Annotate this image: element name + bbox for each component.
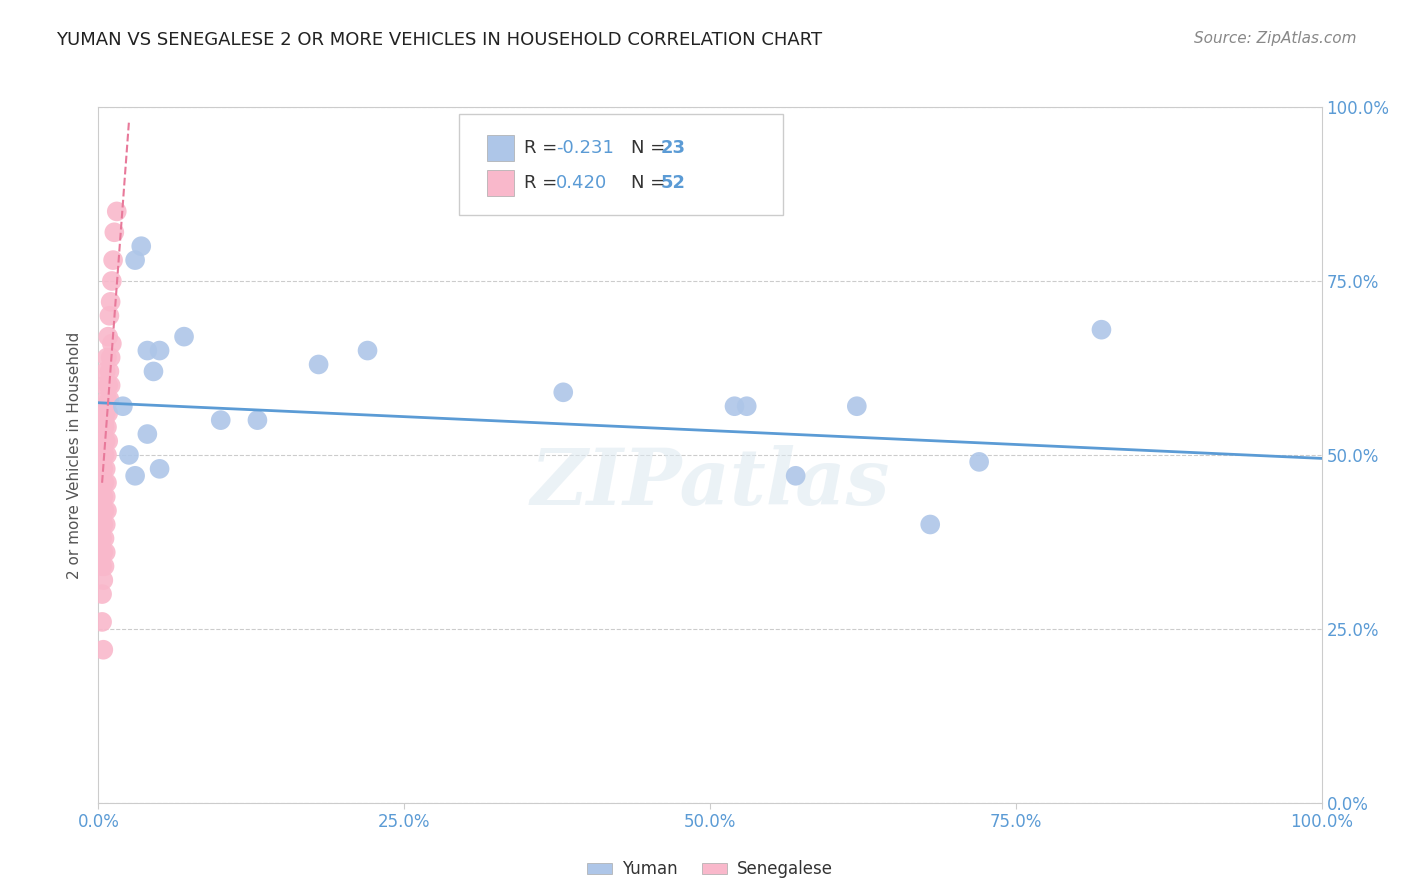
- Point: [308, 358, 330, 372]
- Point: [136, 427, 159, 442]
- Legend: Yuman, Senegalese: Yuman, Senegalese: [581, 854, 839, 885]
- Point: [96, 420, 118, 434]
- Point: [93, 378, 115, 392]
- Point: [93, 399, 115, 413]
- Point: [93, 503, 115, 517]
- Point: [94, 490, 117, 504]
- Point: [91, 587, 114, 601]
- Point: [100, 294, 122, 309]
- Point: [101, 336, 124, 351]
- Point: [91, 517, 114, 532]
- Point: [735, 399, 758, 413]
- Point: [94, 462, 117, 476]
- Text: R =: R =: [524, 174, 562, 192]
- Point: [723, 399, 745, 413]
- Point: [93, 532, 115, 546]
- Point: [93, 559, 115, 574]
- Text: 0.420: 0.420: [555, 174, 607, 192]
- Point: [100, 378, 122, 392]
- Point: [967, 455, 990, 469]
- Point: [149, 462, 172, 476]
- Point: [97, 329, 120, 343]
- Point: [124, 468, 146, 483]
- Point: [91, 503, 114, 517]
- Point: [91, 462, 114, 476]
- Point: [553, 385, 575, 400]
- Point: [94, 545, 117, 559]
- Text: YUMAN VS SENEGALESE 2 OR MORE VEHICLES IN HOUSEHOLD CORRELATION CHART: YUMAN VS SENEGALESE 2 OR MORE VEHICLES I…: [56, 31, 823, 49]
- Point: [98, 309, 121, 323]
- Point: [91, 615, 114, 629]
- Point: [1090, 323, 1112, 337]
- Text: R =: R =: [524, 139, 562, 157]
- Point: [98, 364, 121, 378]
- Point: [94, 406, 117, 420]
- Point: [129, 239, 152, 253]
- FancyBboxPatch shape: [488, 169, 515, 196]
- Point: [103, 225, 125, 239]
- Point: [97, 406, 120, 420]
- Point: [94, 364, 117, 378]
- Point: [136, 343, 159, 358]
- Point: [91, 434, 114, 448]
- Point: [111, 399, 134, 413]
- Point: [124, 253, 146, 268]
- Text: 23: 23: [661, 139, 686, 157]
- Text: 52: 52: [661, 174, 686, 192]
- Point: [97, 434, 120, 448]
- Point: [356, 343, 378, 358]
- Point: [91, 642, 114, 657]
- Point: [91, 413, 114, 427]
- Point: [920, 517, 942, 532]
- Point: [91, 532, 114, 546]
- Point: [91, 573, 114, 587]
- Point: [93, 448, 115, 462]
- Point: [96, 448, 118, 462]
- Point: [93, 475, 115, 490]
- Point: [96, 392, 118, 407]
- Point: [149, 343, 172, 358]
- Point: [101, 274, 124, 288]
- Point: [246, 413, 269, 427]
- Point: [118, 448, 141, 462]
- Point: [96, 351, 118, 365]
- Point: [94, 517, 117, 532]
- Point: [91, 490, 114, 504]
- Point: [93, 420, 115, 434]
- Point: [93, 413, 115, 427]
- Text: -0.231: -0.231: [555, 139, 614, 157]
- FancyBboxPatch shape: [460, 114, 783, 215]
- Point: [91, 559, 114, 574]
- Text: Source: ZipAtlas.com: Source: ZipAtlas.com: [1194, 31, 1357, 46]
- Point: [91, 545, 114, 559]
- Point: [209, 413, 232, 427]
- Point: [91, 475, 114, 490]
- Point: [96, 503, 118, 517]
- Point: [101, 253, 124, 268]
- Text: ZIPatlas: ZIPatlas: [530, 444, 890, 521]
- Text: N =: N =: [630, 139, 671, 157]
- Point: [105, 204, 128, 219]
- FancyBboxPatch shape: [488, 135, 515, 161]
- Text: N =: N =: [630, 174, 671, 192]
- Point: [100, 351, 122, 365]
- Point: [173, 329, 195, 343]
- Point: [91, 448, 114, 462]
- Point: [785, 468, 807, 483]
- Point: [845, 399, 868, 413]
- Point: [142, 364, 165, 378]
- Point: [98, 392, 121, 407]
- Point: [97, 378, 120, 392]
- Point: [94, 434, 117, 448]
- Y-axis label: 2 or more Vehicles in Household: 2 or more Vehicles in Household: [67, 331, 83, 579]
- Point: [96, 475, 118, 490]
